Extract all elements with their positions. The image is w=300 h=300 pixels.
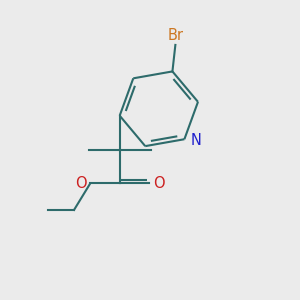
Text: O: O: [75, 176, 87, 191]
Text: Br: Br: [167, 28, 183, 43]
Text: O: O: [153, 176, 164, 191]
Text: N: N: [191, 133, 202, 148]
